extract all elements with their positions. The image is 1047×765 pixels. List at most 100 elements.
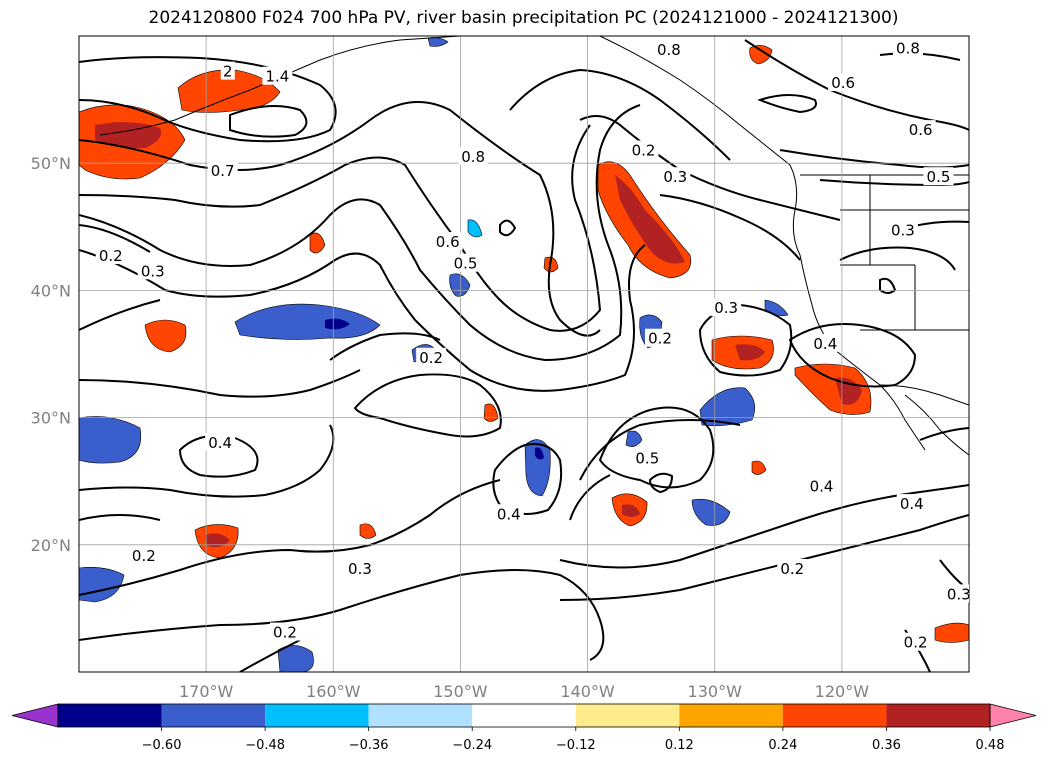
pv-contour bbox=[757, 94, 817, 114]
map-title: 2024120800 F024 700 hPa PV, river basin … bbox=[148, 8, 899, 28]
contour-label-bg bbox=[128, 546, 159, 565]
colorbar-segment bbox=[265, 704, 369, 727]
contour-label: 0.4 bbox=[813, 335, 837, 353]
contour-label: 0.5 bbox=[635, 449, 659, 467]
contour-label-bg bbox=[806, 476, 837, 495]
pv-contour bbox=[779, 149, 969, 169]
contour-label: 0.8 bbox=[896, 40, 920, 58]
contour-label-bg bbox=[628, 140, 659, 159]
colorbar-extend-low bbox=[11, 703, 59, 728]
colorbar-tick-label: −0.60 bbox=[142, 738, 182, 753]
negative-anomaly bbox=[427, 37, 449, 47]
strong-positive-anomaly bbox=[622, 504, 640, 517]
precipitation-pc-shading bbox=[79, 37, 969, 672]
strong-positive-anomaly bbox=[615, 175, 685, 264]
contour-label: 0.2 bbox=[648, 330, 672, 348]
positive-anomaly bbox=[751, 460, 767, 475]
contour-label: 0.2 bbox=[419, 349, 443, 367]
positive-anomaly bbox=[483, 403, 499, 422]
contour-label: 0.3 bbox=[663, 168, 687, 186]
colorbar-extend-high bbox=[989, 703, 1037, 728]
contour-label-bg bbox=[943, 584, 969, 603]
contour-label-bg bbox=[95, 246, 126, 265]
contour-label-bg bbox=[892, 38, 923, 57]
us-mexico-border bbox=[879, 384, 969, 406]
pv-contour bbox=[79, 56, 337, 143]
contour-label: 1.4 bbox=[265, 68, 289, 86]
pv-contour bbox=[79, 244, 646, 392]
pv-contour bbox=[329, 332, 441, 361]
contour-label-bg bbox=[900, 632, 931, 651]
strong-positive-anomaly bbox=[205, 533, 230, 548]
colorbar-tick-label: 0.36 bbox=[872, 738, 901, 753]
pv-contour bbox=[559, 484, 969, 569]
negative-anomaly bbox=[764, 299, 789, 317]
pv-contour bbox=[659, 194, 801, 261]
contour-label-bg bbox=[493, 504, 524, 523]
pv-contour bbox=[229, 105, 308, 138]
alaska-panhandle bbox=[599, 36, 791, 166]
contour-label-bg bbox=[896, 494, 927, 513]
contour-label-bg bbox=[887, 220, 918, 239]
lon-tick-label: 160°W bbox=[306, 682, 361, 701]
contour-label-bg bbox=[653, 39, 684, 58]
contour-label: 0.6 bbox=[909, 121, 933, 139]
pv-contour bbox=[919, 427, 969, 441]
contour-label-bg bbox=[262, 66, 293, 85]
strong-positive-anomaly bbox=[95, 122, 161, 149]
pv-contour bbox=[353, 373, 502, 438]
contour-label-bg bbox=[632, 448, 663, 467]
contour-label-bg bbox=[269, 622, 300, 641]
colorbar-tick-label: −0.36 bbox=[349, 738, 389, 753]
contour-label: 0.6 bbox=[436, 233, 460, 251]
contour-label: 0.3 bbox=[141, 262, 165, 280]
contour-label: 0.2 bbox=[273, 624, 297, 642]
contour-label: 0.2 bbox=[632, 141, 656, 159]
contour-label-bg bbox=[828, 73, 859, 92]
contour-label: 0.3 bbox=[348, 560, 372, 578]
pv-contour bbox=[579, 419, 741, 481]
contour-label: 0.4 bbox=[208, 434, 232, 452]
negative-anomaly bbox=[699, 387, 756, 427]
pv-contour bbox=[744, 39, 969, 131]
lon-tick-label: 140°W bbox=[560, 682, 615, 701]
contour-label-bg bbox=[416, 347, 447, 366]
negative-anomaly bbox=[449, 273, 471, 297]
contour-label: 0.5 bbox=[454, 255, 478, 273]
pv-contour bbox=[79, 369, 361, 398]
positive-anomaly bbox=[934, 622, 969, 643]
pv-contour bbox=[79, 514, 161, 521]
contour-label: 0.5 bbox=[927, 168, 951, 186]
colorbar-segment bbox=[58, 704, 162, 727]
contour-label-bg bbox=[205, 433, 236, 452]
colorbar-segment bbox=[679, 704, 783, 727]
contour-label: 0.6 bbox=[831, 74, 855, 92]
strong-negative-anomaly bbox=[325, 318, 350, 330]
colorbar-tick-label: −0.24 bbox=[452, 738, 492, 753]
positive-anomaly bbox=[359, 523, 377, 539]
us-west-coast bbox=[799, 254, 881, 386]
pv-contour bbox=[79, 224, 151, 253]
latitude-tick-labels: 50°N 40°N 30°N 20°N bbox=[31, 154, 71, 555]
contour-label-bg bbox=[137, 261, 168, 280]
strong-positive-anomaly bbox=[735, 344, 765, 361]
contour-label-bg bbox=[450, 253, 481, 272]
lon-tick-label: 170°W bbox=[179, 682, 234, 701]
colorbar-tick-label: 0.24 bbox=[768, 738, 797, 753]
pv-contour bbox=[839, 246, 956, 271]
pv-contour bbox=[239, 639, 301, 672]
colorbar bbox=[11, 703, 1037, 728]
lat-tick-label: 20°N bbox=[31, 536, 71, 555]
contour-label: 0.3 bbox=[714, 299, 738, 317]
pv-contour bbox=[648, 472, 674, 494]
positive-anomaly bbox=[177, 69, 281, 113]
negative-anomaly bbox=[234, 303, 381, 340]
colorbar-segment bbox=[161, 704, 266, 727]
pv-contour bbox=[598, 406, 715, 489]
bc-coast bbox=[789, 164, 801, 256]
pv-contour bbox=[509, 68, 731, 161]
pv-contour bbox=[79, 479, 501, 596]
contour-label: 0.2 bbox=[132, 547, 156, 565]
lat-tick-label: 30°N bbox=[31, 409, 71, 428]
longitude-tick-labels: 170°W 160°W 150°W 140°W 130°W 120°W bbox=[179, 682, 869, 701]
